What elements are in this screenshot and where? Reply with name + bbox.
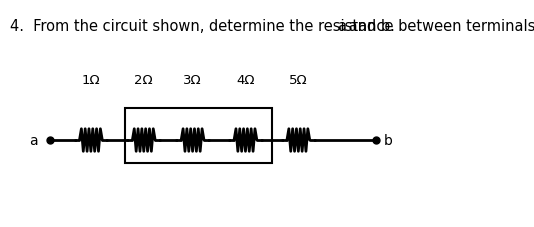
Text: 4Ω: 4Ω [236, 74, 255, 86]
Text: 4.  From the circuit shown, determine the resistance between terminals: 4. From the circuit shown, determine the… [10, 19, 534, 34]
Text: a: a [29, 133, 38, 147]
Text: a: a [337, 19, 347, 34]
Text: 3Ω: 3Ω [183, 74, 202, 86]
Bar [125, 109, 272, 163]
Text: b: b [384, 133, 392, 147]
Text: 2Ω: 2Ω [135, 74, 153, 86]
Text: 1Ω: 1Ω [82, 74, 100, 86]
Text: 5Ω: 5Ω [289, 74, 308, 86]
Text: and b.: and b. [343, 19, 395, 34]
